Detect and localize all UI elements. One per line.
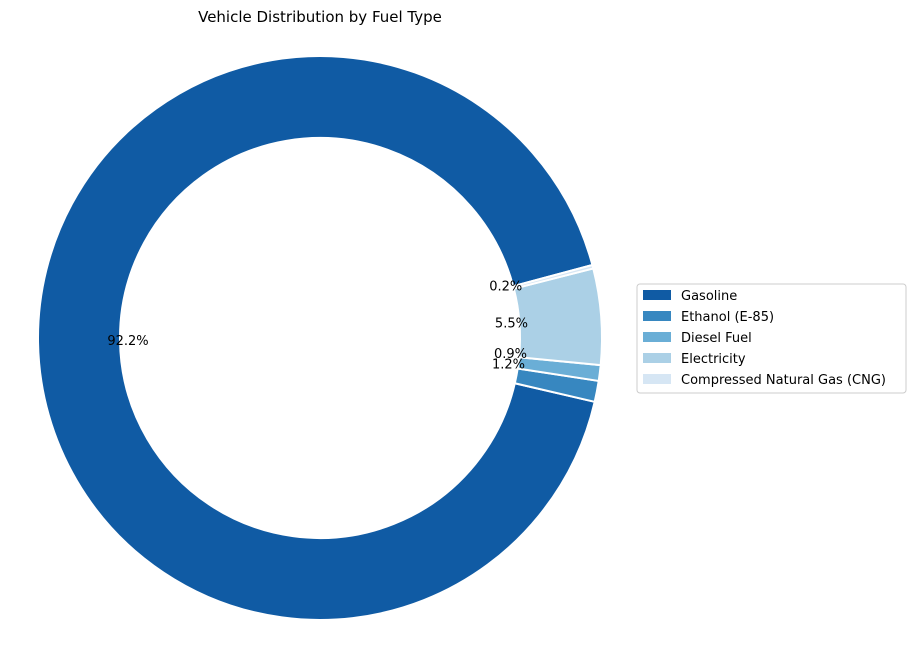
percentage-labels: 92.2% 1.2%0.9% 5.5% 0.2% [107,279,528,372]
legend: Gasoline Ethanol (E-85) Diesel Fuel Electri… [636,283,907,394]
legend-swatch [643,374,671,384]
legend-frame [636,283,907,394]
legend-swatch [643,332,671,342]
legend-swatch [643,311,671,321]
pct-label: 0.9% [494,347,527,362]
legend-label: Gasoline [681,289,737,304]
pct-label: 92.2% [107,334,148,349]
pct-label: 0.2% [489,279,522,294]
legend-label: Compressed Natural Gas (CNG) [681,373,886,388]
legend-label: Ethanol (E-85) [681,310,774,325]
legend-label: Electricity [681,352,746,367]
slice-gasoline [37,55,596,621]
pct-label: 5.5% [495,316,528,331]
legend-label: Diesel Fuel [681,331,752,346]
chart-title: Vehicle Distribution by Fuel Type [198,8,442,26]
legend-swatch [643,353,671,363]
donut-slices [37,55,603,621]
slice-compressed-natural-gas-cng [512,264,595,290]
pct-label: 1.2% [492,357,525,372]
legend-swatch [643,290,671,300]
